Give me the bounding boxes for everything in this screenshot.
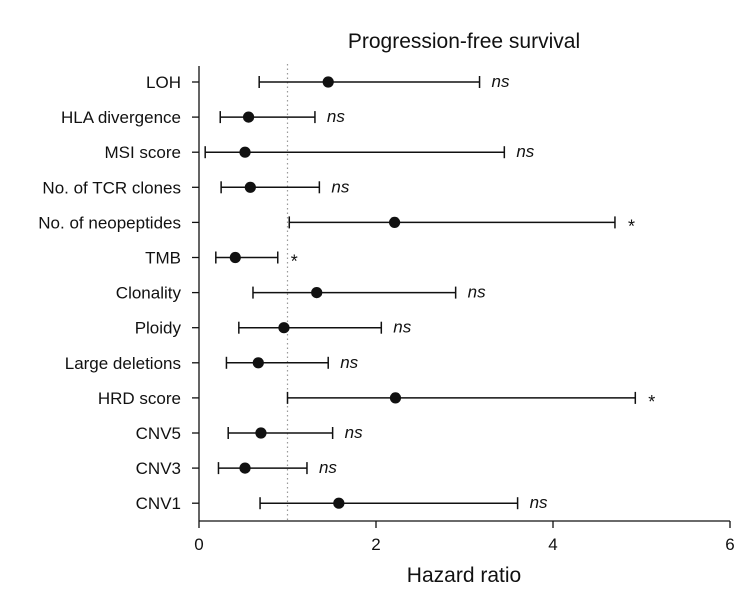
forest-row: HRD score * (98, 389, 655, 412)
row-label: LOH (146, 73, 181, 92)
row-label: HRD score (98, 389, 181, 408)
significance-label: ns (516, 142, 534, 161)
significance-label: ns (530, 493, 548, 512)
hazard-ratio-point (278, 322, 290, 334)
hazard-ratio-point (322, 76, 334, 88)
row-label: No. of neopeptides (38, 213, 181, 232)
x-tick-label: 4 (548, 535, 557, 554)
x-tick-label: 6 (725, 535, 734, 554)
hazard-ratio-point (388, 216, 401, 228)
significance-label: ns (468, 283, 486, 302)
hazard-ratio-point (242, 111, 255, 123)
forest-row: CNV3 ns (136, 458, 338, 478)
x-axis-ticks: 0 2 4 6 (194, 521, 735, 554)
row-label: Clonality (116, 284, 182, 303)
row-label: CNV3 (136, 459, 181, 478)
forest-row: LOH ns (146, 72, 510, 92)
significance-label: * (291, 252, 298, 272)
significance-label: ns (345, 423, 363, 442)
forest-row: Clonality ns (116, 283, 486, 303)
row-label: CNV5 (136, 424, 181, 443)
forest-row: CNV5 ns (136, 423, 363, 443)
significance-label: ns (340, 353, 358, 372)
significance-label: ns (327, 107, 345, 126)
hazard-ratio-point (244, 181, 256, 193)
hazard-ratio-point (255, 427, 267, 439)
significance-label: * (648, 392, 655, 412)
hazard-ratio-point (252, 357, 264, 369)
forest-row: Ploidy ns (135, 318, 412, 338)
row-label: No. of TCR clones (42, 178, 181, 197)
row-label: TMB (145, 249, 181, 268)
forest-row: No. of neopeptides * (38, 213, 635, 236)
hazard-ratio-point (333, 497, 345, 509)
significance-label: * (628, 216, 635, 236)
forest-row: HLA divergence ns (61, 107, 345, 127)
forest-row: Large deletions ns (65, 353, 359, 373)
forest-row: MSI score ns (104, 142, 534, 162)
chart-title: Progression-free survival (348, 30, 580, 53)
hazard-ratio-point (229, 251, 241, 264)
forest-row: TMB * (145, 249, 298, 272)
row-label: Ploidy (135, 319, 182, 338)
significance-label: ns (393, 318, 411, 337)
forest-row: CNV1 ns (136, 493, 548, 513)
row-label: Large deletions (65, 354, 181, 373)
row-label: MSI score (104, 143, 181, 162)
hazard-ratio-point (389, 392, 402, 404)
row-label: HLA divergence (61, 108, 181, 127)
significance-label: ns (492, 72, 510, 91)
x-axis-label: Hazard ratio (407, 564, 521, 587)
forest-row: No. of TCR clones ns (42, 177, 349, 197)
x-tick-label: 2 (371, 535, 380, 554)
x-tick-label: 0 (194, 535, 203, 554)
hazard-ratio-point (239, 462, 251, 474)
hazard-ratio-point (239, 146, 251, 158)
significance-label: ns (319, 458, 337, 477)
hazard-ratio-point (311, 287, 323, 299)
significance-label: ns (331, 177, 349, 196)
row-label: CNV1 (136, 494, 181, 513)
